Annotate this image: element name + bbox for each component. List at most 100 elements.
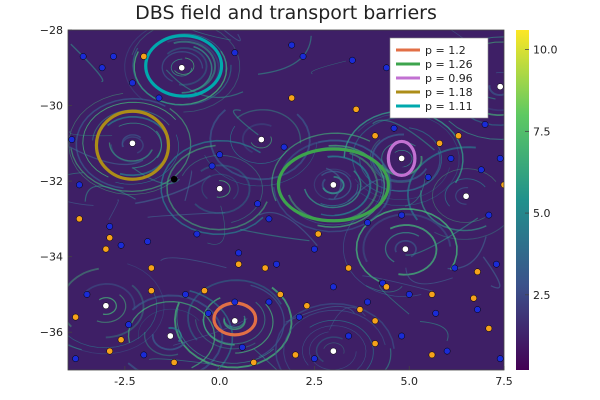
orange-point	[72, 313, 79, 321]
x-tick-label: 2.5	[306, 375, 324, 388]
legend-label: p = 0.96	[425, 72, 473, 85]
y-tick-label: −28	[40, 24, 63, 37]
field-streak	[160, 257, 227, 269]
orange-point	[261, 264, 269, 272]
orange-point	[106, 347, 114, 355]
blue-point	[231, 49, 239, 57]
field-streak	[444, 178, 486, 207]
field-streak	[75, 97, 166, 189]
x-tick-label: 0.0	[211, 375, 229, 388]
blue-point	[182, 291, 189, 298]
field-streak	[124, 30, 149, 101]
blue-point	[364, 298, 371, 306]
white-point	[496, 83, 504, 91]
field-streak	[68, 267, 99, 328]
field-streak	[216, 180, 231, 198]
orange-point	[455, 132, 462, 140]
field-streak	[68, 93, 179, 195]
field-streak	[250, 284, 285, 358]
field-streak	[191, 30, 232, 41]
field-streak	[223, 30, 241, 42]
x-tick-label: -2.5	[114, 375, 135, 388]
orange-point	[288, 94, 296, 102]
chart-title: DBS field and transport barriers	[135, 2, 437, 24]
blue-point	[265, 215, 273, 223]
contour-series-5	[144, 34, 224, 98]
field-streak	[115, 134, 179, 185]
field-streak	[68, 201, 94, 206]
blue-point	[485, 211, 493, 219]
orange-point	[140, 53, 148, 60]
field-streak	[434, 224, 504, 240]
y-tick-label: −34	[40, 251, 63, 264]
field-streak	[147, 212, 226, 218]
field-streak	[69, 146, 144, 166]
orange-point	[250, 359, 258, 366]
orange-point	[76, 215, 83, 223]
field-streak	[258, 211, 318, 247]
field-streak	[394, 149, 413, 168]
white-point	[129, 139, 136, 147]
blue-point	[79, 53, 87, 60]
white-point	[402, 245, 409, 253]
orange-point	[148, 264, 155, 272]
orange-point	[428, 351, 436, 359]
x-tick-label: 5.0	[400, 375, 418, 388]
white-point	[102, 302, 110, 310]
field-streak	[272, 139, 392, 233]
orange-point	[436, 139, 443, 147]
field-streak	[82, 101, 177, 178]
field-streak	[362, 213, 452, 263]
plot-frame	[67, 29, 505, 371]
blue-point	[405, 291, 413, 298]
field-streak	[384, 348, 392, 370]
legend-label: p = 1.18	[425, 86, 473, 99]
field-streak	[309, 331, 357, 370]
field-streak	[384, 231, 420, 263]
blue-point	[398, 211, 405, 219]
field-streak	[131, 30, 241, 113]
field-streak	[420, 190, 487, 232]
field-streak	[236, 109, 302, 144]
field-streak	[68, 344, 82, 351]
blue-point	[204, 309, 212, 317]
field-streak	[405, 217, 479, 256]
field-streak	[137, 308, 200, 340]
blue-point	[288, 41, 296, 49]
field-streak	[317, 144, 386, 228]
blue-point	[390, 124, 398, 132]
field-streak	[347, 179, 385, 202]
blue-point	[216, 151, 224, 159]
field-streak	[132, 47, 232, 106]
field-streak	[204, 142, 318, 187]
field-streak	[105, 284, 145, 339]
field-streak	[379, 284, 410, 315]
field-streak	[455, 187, 469, 205]
field-streak	[271, 132, 371, 202]
field-streak	[189, 290, 234, 370]
blue-point	[330, 283, 337, 291]
blue-point	[496, 355, 504, 363]
field-streak	[257, 35, 312, 75]
field-streak	[250, 136, 272, 149]
blue-point	[493, 260, 500, 268]
field-streak	[309, 319, 374, 370]
white-point	[231, 317, 239, 325]
field-streak	[343, 209, 422, 297]
orange-point	[201, 287, 208, 295]
white-point	[216, 185, 224, 193]
colorbar-axis: 2.5 5.0 7.5 10.0	[525, 44, 558, 302]
blue-point	[481, 121, 489, 128]
blue-point	[235, 249, 242, 257]
field-streak	[481, 104, 504, 112]
field-streak	[98, 297, 117, 316]
blue-point	[140, 351, 148, 359]
field-streak	[448, 36, 504, 140]
orange-point	[371, 340, 379, 347]
field-streak	[121, 136, 144, 154]
legend-label: p = 1.11	[425, 100, 473, 113]
field-streak	[201, 173, 239, 200]
blue-point	[265, 298, 273, 306]
blue-point	[68, 136, 76, 143]
orange-point	[428, 291, 436, 298]
